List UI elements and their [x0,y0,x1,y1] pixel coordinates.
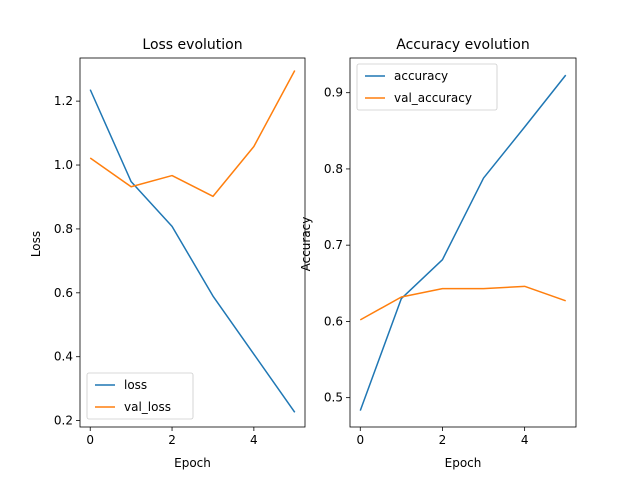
x-tick-label: 4 [521,433,529,447]
legend-label: loss [124,378,147,392]
y-tick-label: 0.8 [324,162,343,176]
chart-title: Loss evolution [142,37,242,53]
plot-area: 0 2 4 0.5 0.6 0.7 0.8 0.9 [324,57,577,447]
y-tick-label: 1.2 [54,94,73,108]
x-tick-label: 2 [168,433,176,447]
legend-box [356,63,498,111]
loss-chart: Loss evolution Epoch Loss 0 2 4 0.2 0.4 0.6 0.… [29,37,306,470]
plot-area: 0 2 4 0.2 0.4 0.6 0.8 1.0 1.2 [54,57,306,447]
x-axis-label: Epoch [174,456,211,470]
y-tick-label: 0.9 [324,86,343,100]
y-tick-label: 0.5 [324,391,343,405]
y-tick-label: 0.7 [324,238,343,252]
y-tick-label: 0.2 [54,414,73,428]
x-tick-label: 4 [250,433,258,447]
series-line-accuracy [359,74,567,411]
x-axis-label: Epoch [445,456,482,470]
series-line-val-loss [89,70,296,198]
y-axis-label: Loss [29,231,43,257]
y-tick-label: 1.0 [54,158,73,172]
y-tick-label: 0.8 [54,222,73,236]
y-tick-label: 0.4 [54,350,73,364]
series-line-loss [89,89,296,413]
x-tick-label: 2 [439,433,447,447]
axes-frame [349,57,577,428]
legend-label: accuracy [394,69,448,83]
x-tick-label: 0 [86,433,94,447]
y-axis-label: Accuracy [299,217,313,272]
axes-frame [79,57,306,428]
legend-label: val_accuracy [394,91,472,105]
x-tick-label: 0 [356,433,364,447]
chart-title: Accuracy evolution [396,37,529,53]
legend: accuracy val_accuracy [356,63,498,111]
legend: loss val_loss [86,372,194,420]
series-line-val-accuracy [359,285,566,321]
y-tick-label: 0.6 [54,286,73,300]
legend-label: val_loss [124,400,171,414]
accuracy-chart: Accuracy evolution Epoch Accuracy 0 2 4 0.5… [299,37,577,470]
y-tick-label: 0.6 [324,314,343,328]
